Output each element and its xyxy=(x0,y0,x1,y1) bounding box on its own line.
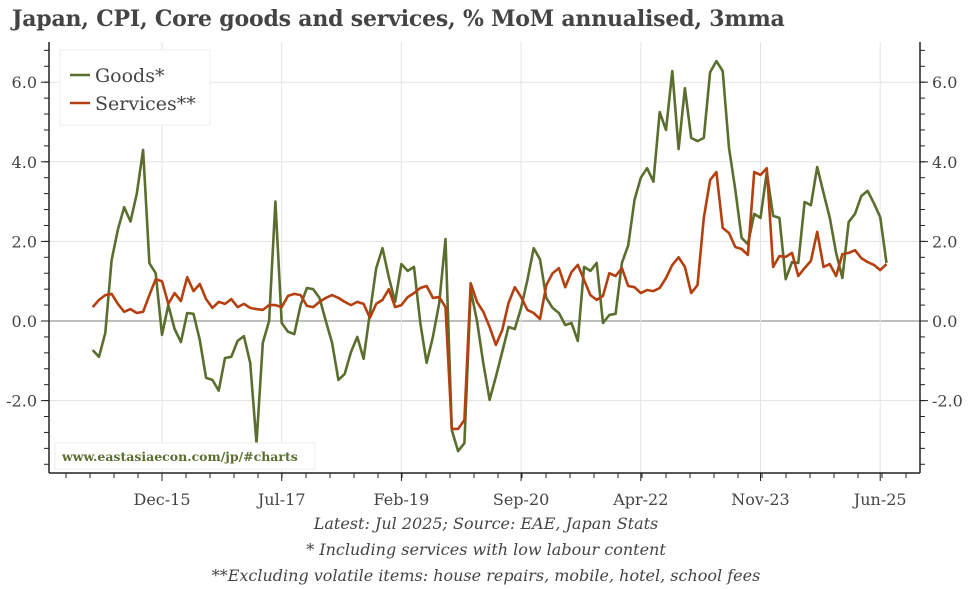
series-line-goods xyxy=(91,59,888,453)
series-line-services xyxy=(91,166,888,431)
footnote-services: **Excluding volatile items: house repair… xyxy=(211,566,761,585)
y-tick-label-right: 0.0 xyxy=(932,312,957,331)
y-tick-label-left: 6.0 xyxy=(12,73,37,92)
x-tick-label: Dec-15 xyxy=(133,490,190,509)
watermark: www.eastasiaecon.com/jp/#charts xyxy=(54,442,316,470)
legend-label: Goods* xyxy=(95,65,165,87)
y-tick-label-right: 6.0 xyxy=(932,73,957,92)
x-tick-label: Sep-20 xyxy=(493,490,549,509)
legend-label: Services** xyxy=(95,93,196,115)
x-tick-label: Feb-19 xyxy=(374,490,430,509)
y-tick-label-right: 2.0 xyxy=(932,232,957,251)
y-tick-label-left: -2.0 xyxy=(6,392,37,411)
x-tick-label: Jun-25 xyxy=(852,490,907,509)
x-tick-label: Jul-17 xyxy=(256,490,306,509)
watermark-box xyxy=(54,442,316,470)
legend-box xyxy=(59,49,211,126)
x-tick-label: Nov-23 xyxy=(731,490,789,509)
chart-title: Japan, CPI, Core goods and services, % M… xyxy=(12,6,785,32)
watermark-text: www.eastasiaecon.com/jp/#charts xyxy=(61,449,298,464)
legend: Goods* Services** xyxy=(59,49,211,126)
source-note: Latest: Jul 2025; Source: EAE, Japan Sta… xyxy=(313,514,659,533)
x-tick-label: Apr-22 xyxy=(612,490,668,509)
y-tick-label-left: 2.0 xyxy=(12,232,37,251)
footnote-goods: * Including services with low labour con… xyxy=(306,540,666,559)
y-tick-label-right: 4.0 xyxy=(932,153,957,172)
y-tick-label-left: 0.0 xyxy=(12,312,37,331)
y-tick-label-left: 4.0 xyxy=(12,153,37,172)
y-tick-label-right: -2.0 xyxy=(932,392,963,411)
